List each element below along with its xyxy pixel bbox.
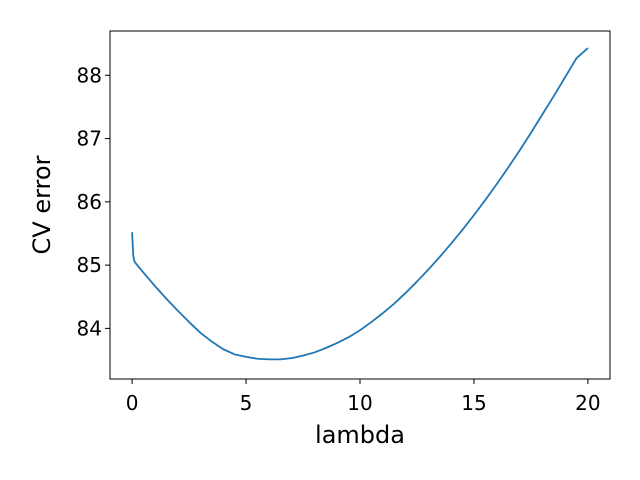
y-tick-label: 88 bbox=[77, 63, 102, 87]
series-line-1 bbox=[131, 47, 589, 361]
series-layer bbox=[131, 47, 589, 361]
y-tick-label: 85 bbox=[77, 253, 102, 277]
y-tick-label: 84 bbox=[77, 316, 102, 340]
y-axis: 84 85 86 87 88 bbox=[77, 63, 110, 340]
x-tick-label: 10 bbox=[347, 391, 372, 415]
x-tick-label: 15 bbox=[461, 391, 486, 415]
y-tick-label: 87 bbox=[77, 127, 102, 151]
x-tick-label: 5 bbox=[240, 391, 253, 415]
x-tick-label: 20 bbox=[575, 391, 600, 415]
x-axis: 0 5 10 15 20 bbox=[126, 379, 601, 415]
y-tick-label: 86 bbox=[77, 190, 102, 214]
x-tick-label: 0 bbox=[126, 391, 139, 415]
x-axis-label: lambda bbox=[315, 421, 405, 449]
y-axis-label: CV error bbox=[28, 155, 56, 254]
